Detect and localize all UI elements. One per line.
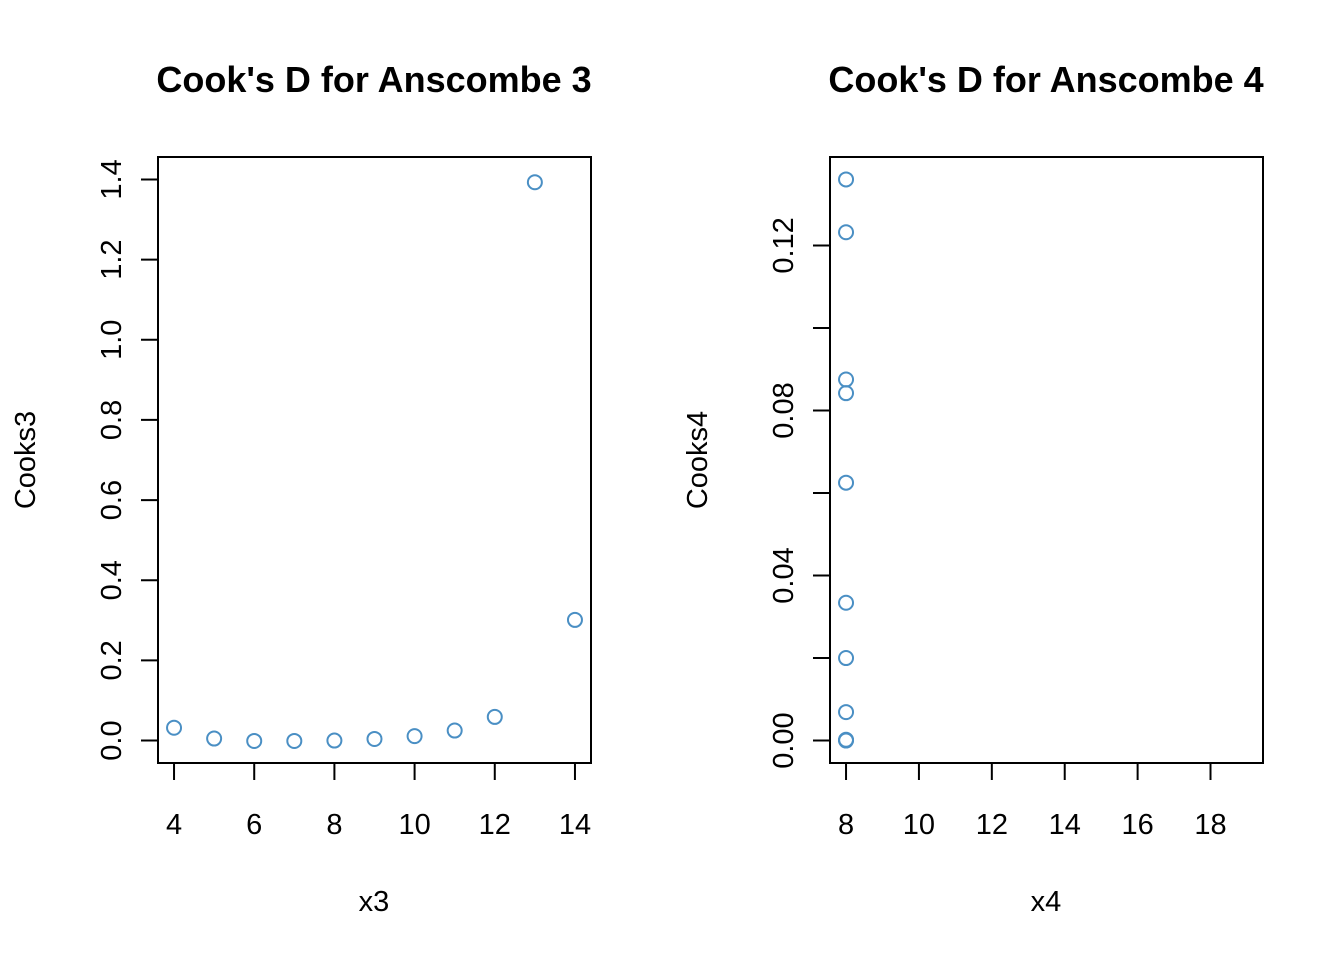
data-point: [838, 704, 855, 721]
x-tick-label: 14: [559, 809, 591, 841]
data-point: [838, 732, 855, 749]
x-axis-label: x3: [359, 886, 390, 918]
data-point: [838, 474, 855, 491]
x-tick-label: 6: [246, 809, 262, 841]
data-points: [838, 171, 855, 749]
data-point: [838, 371, 855, 388]
x-tick-label: 8: [838, 809, 854, 841]
x-tick-label: 4: [166, 809, 182, 841]
y-tick-label: 0.12: [768, 217, 800, 273]
chart-title: Cook's D for Anscombe 3: [156, 59, 591, 100]
x-tick-label: 16: [1121, 809, 1153, 841]
data-point: [406, 728, 423, 745]
y-axis: 0.00 0.04 0.08 0.12: [768, 217, 831, 769]
x-axis: 4 6 8 10 12 14: [166, 762, 591, 841]
x-axis-label: x4: [1031, 886, 1062, 918]
data-point: [838, 594, 855, 611]
x-tick-label: 18: [1194, 809, 1226, 841]
data-point: [566, 611, 583, 628]
x-axis: 8 10 12 14 16 18: [838, 762, 1227, 841]
y-tick-label: 1.4: [96, 159, 128, 199]
chart-title: Cook's D for Anscombe 4: [828, 59, 1263, 100]
y-axis: 0.0 0.2 0.4 0.6 0.8 1.0 1.2 1.4: [96, 159, 159, 761]
data-point: [838, 171, 855, 188]
data-point: [206, 730, 223, 747]
chart-anscombe-3: Cook's D for Anscombe 3 4 6 8 10 12 14 0.0 0.2…: [10, 59, 592, 918]
y-axis-label: Cooks4: [682, 411, 714, 509]
x-tick-label: 10: [903, 809, 935, 841]
data-point: [838, 385, 855, 402]
data-point: [838, 650, 855, 667]
plot-frame: [829, 156, 1264, 764]
x-tick-label: 10: [398, 809, 430, 841]
y-tick-label: 0.4: [96, 560, 128, 600]
y-tick-label: 0.6: [96, 480, 128, 520]
y-axis-label: Cooks3: [10, 411, 42, 509]
data-point: [526, 174, 543, 191]
y-tick-label: 0.8: [96, 400, 128, 440]
y-tick-label: 1.0: [96, 320, 128, 360]
data-points: [166, 174, 583, 749]
data-point: [166, 719, 183, 736]
y-tick-label: 0.00: [768, 712, 800, 768]
chart-anscombe-4: Cook's D for Anscombe 4 8 10 12 14 16 18 0.00…: [682, 59, 1264, 918]
data-point: [326, 732, 343, 749]
y-tick-label: 0.0: [96, 720, 128, 760]
data-point: [838, 224, 855, 241]
data-point: [366, 730, 383, 747]
data-point: [446, 722, 463, 739]
y-tick-label: 0.2: [96, 640, 128, 680]
y-tick-label: 0.04: [768, 547, 800, 603]
x-tick-label: 14: [1049, 809, 1081, 841]
data-point: [486, 708, 503, 725]
plot-frame: [157, 156, 592, 764]
data-point: [286, 732, 303, 749]
x-tick-label: 12: [479, 809, 511, 841]
x-tick-label: 12: [976, 809, 1008, 841]
data-point: [246, 732, 263, 749]
y-tick-label: 0.08: [768, 382, 800, 438]
y-tick-label: 1.2: [96, 239, 128, 279]
x-tick-label: 8: [326, 809, 342, 841]
